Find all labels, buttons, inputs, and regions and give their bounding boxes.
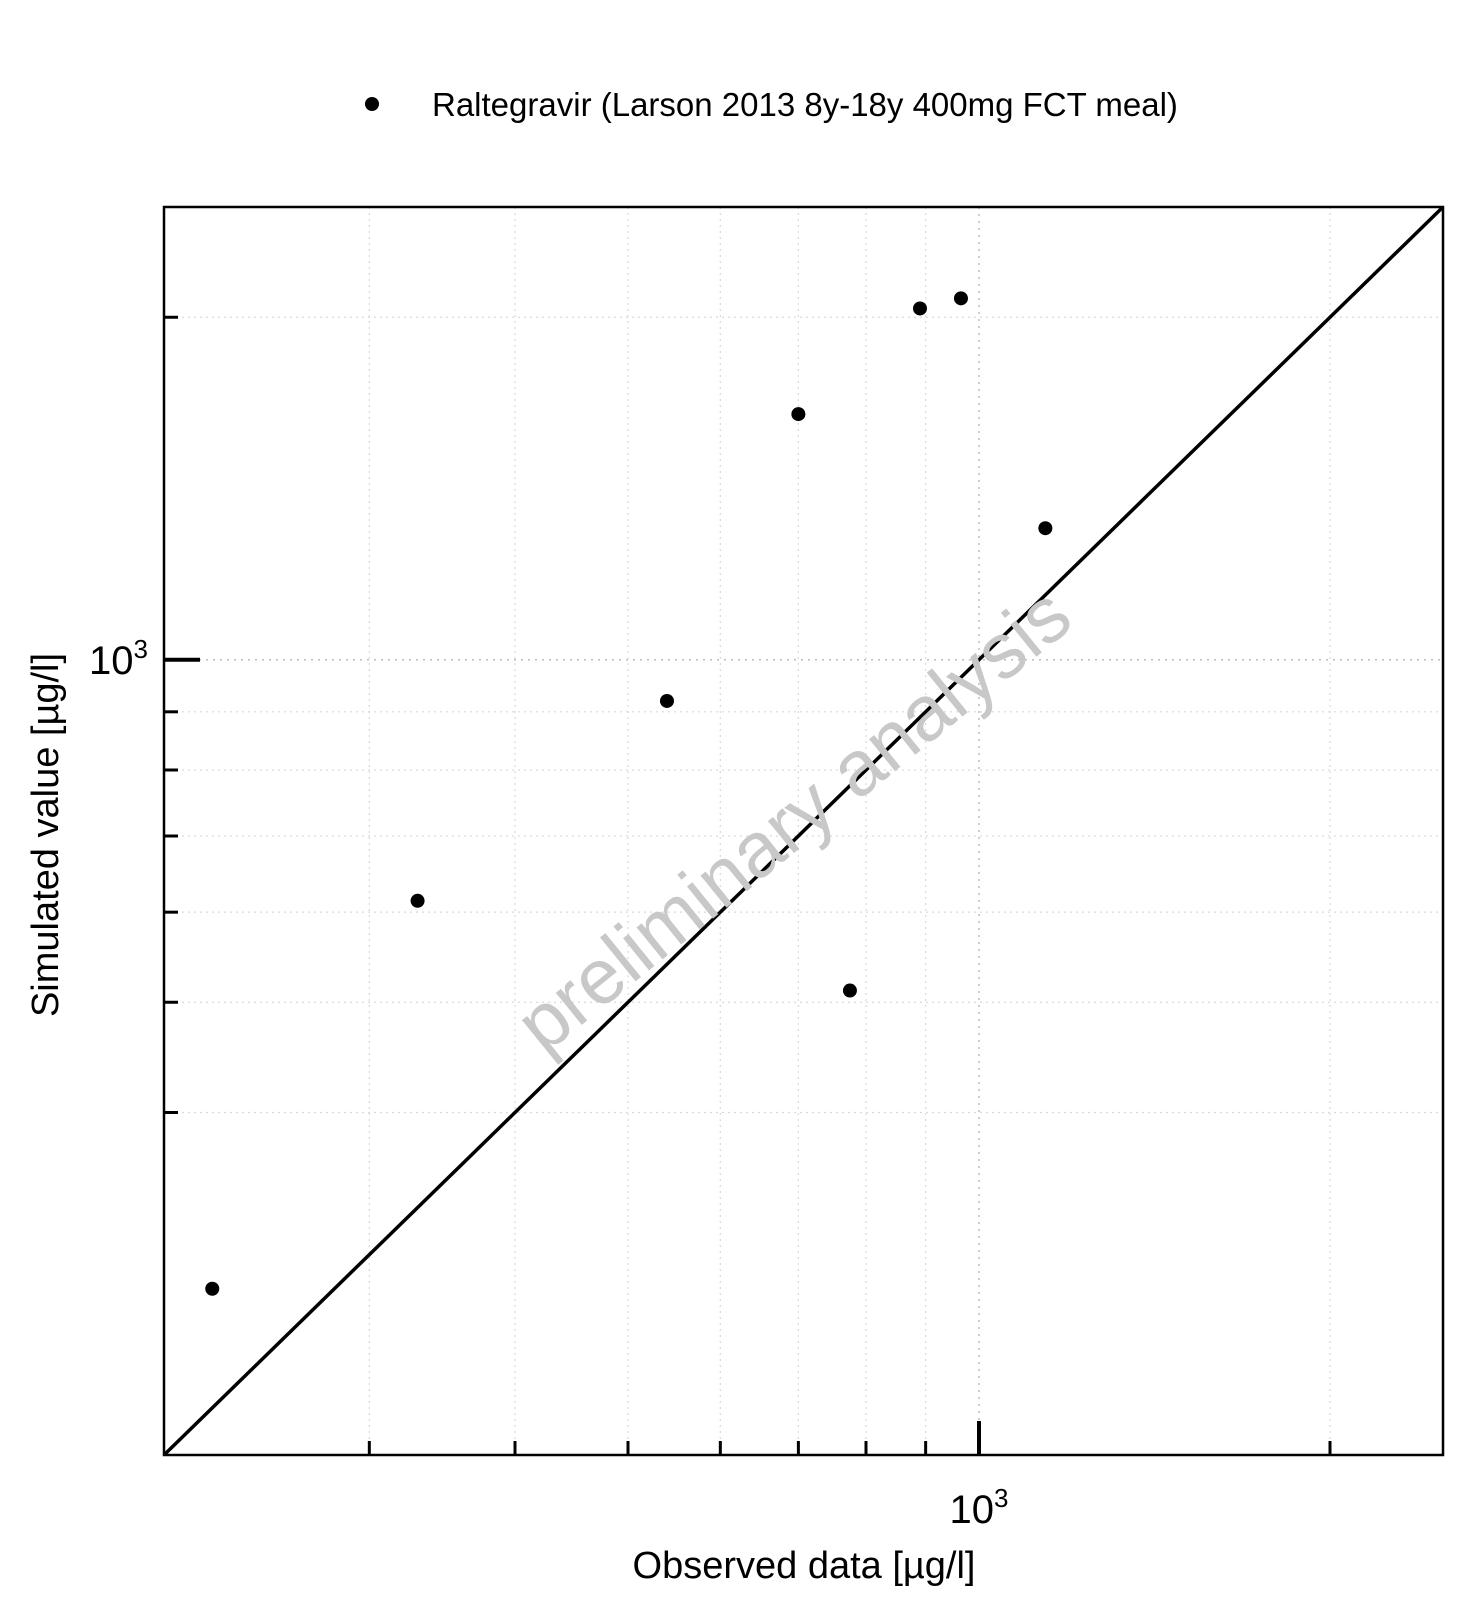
x-tick-label: 103 bbox=[950, 1483, 1009, 1532]
legend: Raltegravir (Larson 2013 8y-18y 400mg FC… bbox=[365, 86, 1178, 123]
y-axis-title: Simulated value [µg/l] bbox=[25, 653, 67, 1017]
plot-frame bbox=[162, 205, 1445, 1457]
grid bbox=[164, 207, 1443, 1455]
y-tick-label: 103 bbox=[89, 634, 148, 683]
data-points bbox=[205, 291, 1053, 1296]
legend-label: Raltegravir (Larson 2013 8y-18y 400mg FC… bbox=[432, 86, 1178, 123]
tick-labels: 103 103 bbox=[89, 634, 1008, 1532]
data-point bbox=[953, 291, 968, 306]
data-point bbox=[205, 1281, 220, 1296]
legend-marker bbox=[365, 97, 379, 111]
data-point bbox=[410, 893, 425, 908]
watermark: preliminary analysis bbox=[499, 569, 1087, 1068]
data-point bbox=[912, 301, 927, 316]
data-point bbox=[842, 983, 857, 998]
identity-line bbox=[162, 205, 1445, 1457]
axis-ticks bbox=[164, 315, 1332, 1455]
data-point bbox=[659, 693, 674, 708]
data-point bbox=[1038, 521, 1053, 536]
data-point bbox=[791, 407, 806, 422]
x-axis-title: Observed data [µg/l] bbox=[633, 1545, 976, 1587]
